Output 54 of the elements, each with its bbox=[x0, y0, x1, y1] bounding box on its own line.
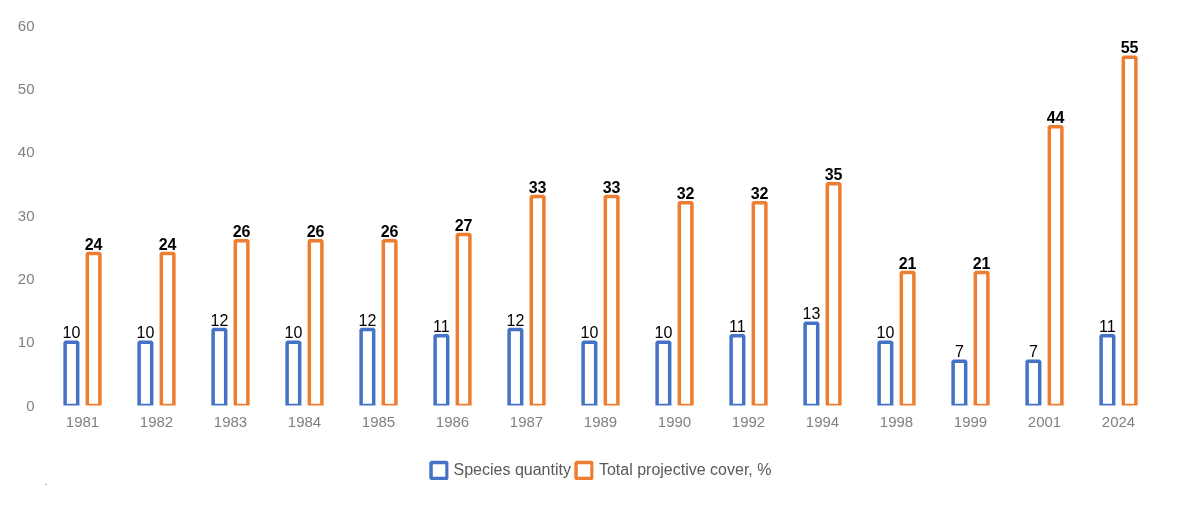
data-label: 12 bbox=[358, 311, 377, 329]
data-label: 44 bbox=[1046, 108, 1065, 126]
data-label: 21 bbox=[898, 254, 917, 272]
data-label: 24 bbox=[84, 235, 103, 253]
legend-label: Species quantity bbox=[453, 461, 571, 479]
y-tick-label: 60 bbox=[17, 16, 35, 34]
x-tick-label: 1981 bbox=[65, 412, 100, 430]
y-tick-label: 20 bbox=[17, 269, 35, 287]
data-label: 7 bbox=[1028, 343, 1038, 361]
x-tick-label: 1990 bbox=[657, 412, 692, 430]
y-tick-label: 0 bbox=[26, 396, 35, 414]
x-tick-label: 1994 bbox=[805, 412, 840, 430]
data-label: 33 bbox=[528, 178, 547, 196]
data-label: 33 bbox=[602, 178, 621, 196]
data-label: 26 bbox=[306, 222, 325, 240]
legend-label: Total projective cover, % bbox=[598, 461, 772, 479]
data-label: 7 bbox=[954, 343, 964, 361]
data-label: 10 bbox=[62, 324, 81, 342]
x-tick-label: 1987 bbox=[509, 412, 544, 430]
data-label: 10 bbox=[580, 324, 599, 342]
data-label: 32 bbox=[676, 184, 695, 202]
data-label: 32 bbox=[750, 184, 769, 202]
x-tick-label: 1999 bbox=[953, 412, 988, 430]
x-tick-label: 1992 bbox=[731, 412, 766, 430]
data-label: 11 bbox=[729, 317, 746, 335]
data-label: 27 bbox=[454, 216, 473, 234]
data-label: 55 bbox=[1120, 39, 1139, 57]
x-tick-label: 1982 bbox=[139, 412, 174, 430]
data-label: 10 bbox=[284, 324, 303, 342]
data-label: 12 bbox=[506, 311, 525, 329]
y-tick-label: 10 bbox=[17, 333, 35, 351]
x-tick-label: 1986 bbox=[435, 412, 470, 430]
x-tick-label: 1984 bbox=[287, 412, 322, 430]
data-label: 11 bbox=[1099, 317, 1116, 335]
data-label: 10 bbox=[654, 324, 673, 342]
x-tick-label: 1998 bbox=[879, 412, 914, 430]
x-tick-label: 2001 bbox=[1027, 412, 1062, 430]
x-tick-label: 2024 bbox=[1101, 412, 1136, 430]
data-label: 10 bbox=[136, 324, 155, 342]
data-label: 12 bbox=[210, 311, 229, 329]
data-label: 10 bbox=[876, 324, 895, 342]
data-label: 24 bbox=[158, 235, 177, 253]
data-label: 11 bbox=[433, 317, 450, 335]
data-label: 21 bbox=[972, 254, 991, 272]
data-label: 35 bbox=[824, 165, 843, 183]
y-tick-label: 50 bbox=[17, 79, 35, 97]
data-label: 26 bbox=[232, 222, 251, 240]
data-label: 26 bbox=[380, 222, 399, 240]
x-tick-label: 1983 bbox=[213, 412, 248, 430]
x-tick-label: 1989 bbox=[583, 412, 618, 430]
y-tick-label: 40 bbox=[17, 143, 35, 161]
data-label: 13 bbox=[802, 305, 821, 323]
x-tick-label: 1985 bbox=[361, 412, 396, 430]
y-tick-label: 30 bbox=[17, 206, 35, 224]
